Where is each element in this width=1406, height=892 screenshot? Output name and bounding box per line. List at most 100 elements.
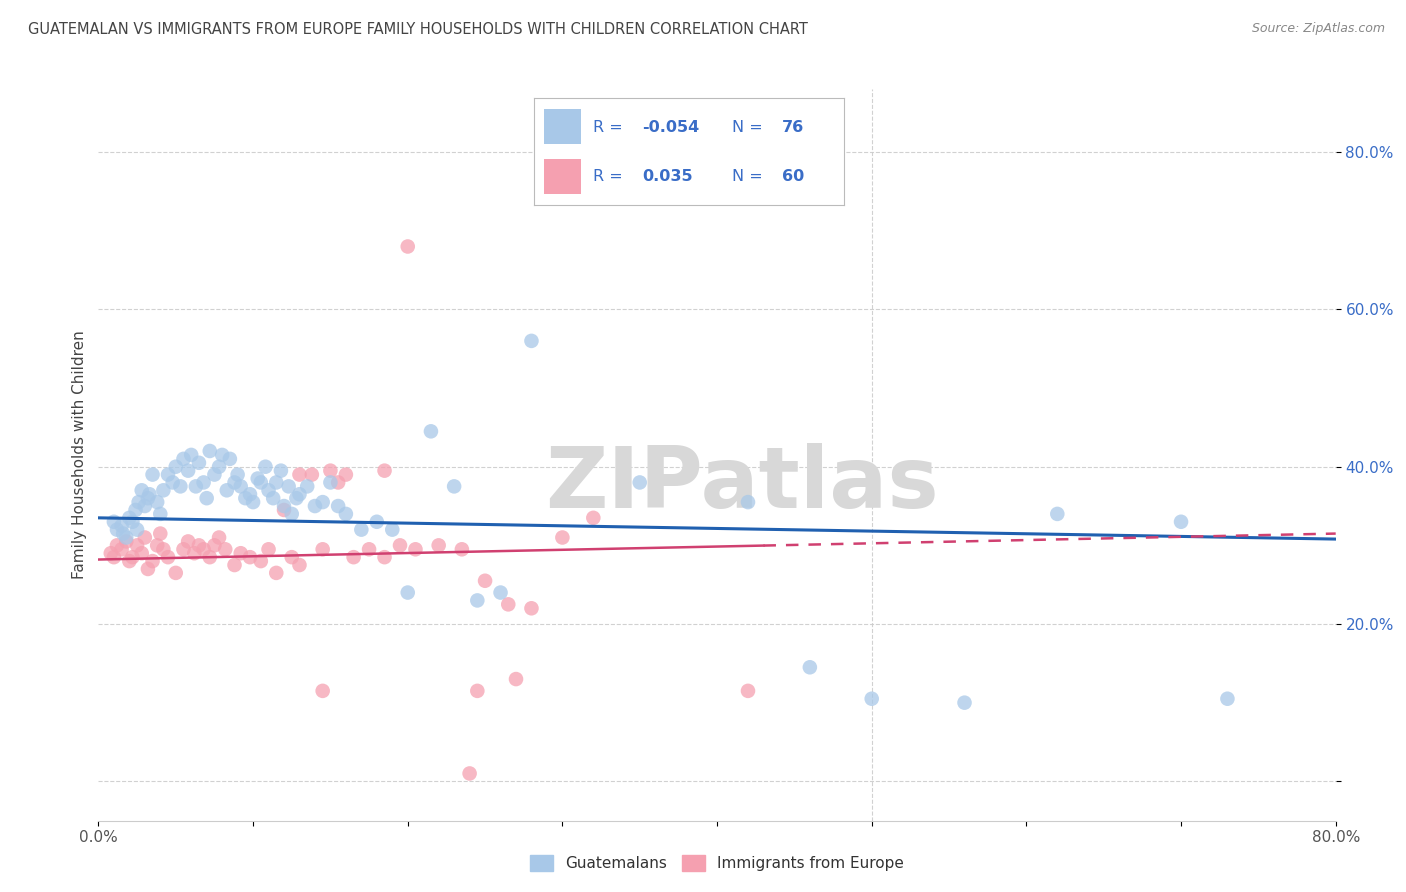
Point [183, 546, 205, 560]
Point [208, 531, 231, 545]
Point [374, 550, 396, 565]
Point [254, 459, 277, 474]
Point [273, 503, 295, 517]
Point [115, 534, 138, 549]
Point [214, 542, 236, 557]
Point [165, 566, 187, 580]
Text: N =: N = [733, 120, 768, 135]
Point [860, 691, 883, 706]
Point [1046, 507, 1069, 521]
Point [312, 495, 335, 509]
Point [427, 538, 450, 552]
Point [229, 546, 252, 560]
Point [138, 487, 160, 501]
Point [208, 459, 231, 474]
Point [264, 566, 288, 580]
Point [149, 507, 172, 521]
Point [396, 585, 419, 599]
Point [128, 495, 150, 509]
Point [953, 696, 976, 710]
Point [204, 538, 226, 552]
Point [737, 684, 759, 698]
Point [467, 593, 489, 607]
Point [198, 550, 221, 565]
Point [118, 511, 141, 525]
Point [127, 523, 149, 537]
Point [381, 523, 404, 537]
Point [326, 475, 350, 490]
Point [304, 499, 326, 513]
Text: GUATEMALAN VS IMMIGRANTS FROM EUROPE FAMILY HOUSEHOLDS WITH CHILDREN CORRELATION: GUATEMALAN VS IMMIGRANTS FROM EUROPE FAM… [28, 22, 808, 37]
Point [146, 538, 169, 552]
Point [121, 550, 143, 565]
Point [443, 479, 465, 493]
Point [474, 574, 496, 588]
Point [215, 483, 238, 498]
Point [165, 459, 187, 474]
Point [121, 515, 143, 529]
Point [405, 542, 427, 557]
Point [172, 451, 194, 466]
Point [520, 334, 543, 348]
Point [257, 483, 280, 498]
Point [366, 515, 388, 529]
Point [180, 448, 202, 462]
Y-axis label: Family Households with Children: Family Households with Children [72, 331, 87, 579]
Point [450, 542, 472, 557]
Point [582, 511, 605, 525]
Point [520, 601, 543, 615]
Point [105, 523, 128, 537]
Point [105, 538, 128, 552]
Point [335, 507, 357, 521]
Point [250, 554, 273, 568]
Text: Source: ZipAtlas.com: Source: ZipAtlas.com [1251, 22, 1385, 36]
Point [343, 550, 366, 565]
Point [224, 558, 246, 572]
Point [1216, 691, 1239, 706]
Point [419, 425, 441, 439]
Point [229, 479, 252, 493]
Point [319, 475, 342, 490]
Point [124, 503, 146, 517]
Text: R =: R = [593, 120, 628, 135]
Point [111, 542, 132, 557]
Point [141, 554, 165, 568]
Bar [544, 159, 581, 194]
Point [239, 487, 262, 501]
Point [204, 467, 226, 482]
Text: 76: 76 [782, 120, 804, 135]
Point [131, 483, 153, 498]
Point [326, 499, 350, 513]
Point [319, 464, 342, 478]
Point [118, 554, 141, 568]
Point [103, 550, 125, 565]
Point [136, 491, 159, 505]
Point [152, 542, 174, 557]
Point [226, 467, 249, 482]
Point [257, 542, 280, 557]
Point [211, 448, 233, 462]
Point [281, 507, 304, 521]
Point [467, 684, 489, 698]
Point [312, 684, 335, 698]
Point [242, 495, 264, 509]
Point [288, 467, 311, 482]
Point [134, 531, 156, 545]
Point [301, 467, 323, 482]
Point [111, 518, 132, 533]
Point [162, 475, 184, 490]
Point [489, 585, 512, 599]
Point [100, 546, 122, 560]
Text: -0.054: -0.054 [643, 120, 700, 135]
Point [233, 491, 257, 505]
Point [628, 475, 651, 490]
Point [350, 523, 373, 537]
Point [458, 766, 481, 780]
Point [277, 479, 299, 493]
Point [169, 479, 191, 493]
Text: 0.035: 0.035 [643, 169, 693, 184]
Point [177, 534, 200, 549]
Point [193, 542, 215, 557]
Point [149, 526, 172, 541]
Point [195, 491, 218, 505]
